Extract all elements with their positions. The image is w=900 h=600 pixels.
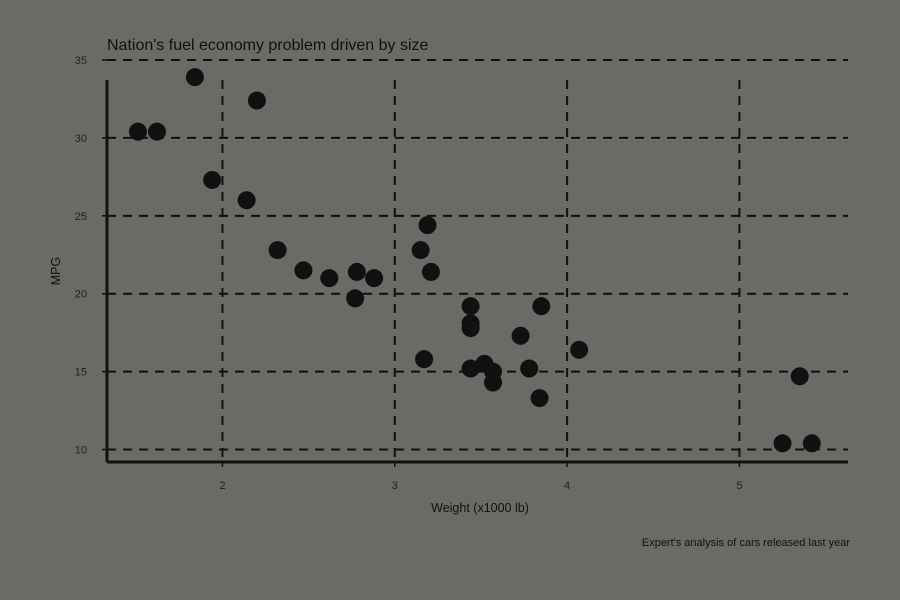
data-point [773, 434, 792, 453]
data-point [484, 373, 503, 392]
data-point [346, 289, 365, 308]
x-tick-label-3: 3 [392, 480, 398, 492]
y-tick-label-30: 30 [75, 133, 87, 145]
data-point [532, 297, 551, 316]
data-point [415, 350, 434, 369]
data-point [268, 241, 287, 260]
data-point [802, 434, 821, 453]
y-tick-label-20: 20 [75, 289, 87, 301]
data-point [418, 216, 437, 235]
data-point [461, 297, 480, 316]
data-point [530, 389, 549, 408]
tick-labels: 10 15 20 25 30 35 2 3 4 5 [75, 55, 743, 492]
grid-lines [107, 59, 848, 462]
data-point [411, 241, 430, 260]
data-point [294, 261, 313, 280]
data-point [185, 68, 204, 87]
data-points [129, 68, 821, 453]
data-point [461, 359, 480, 378]
x-tick-label-4: 4 [564, 480, 570, 492]
y-tick-label-10: 10 [75, 445, 87, 457]
data-point [461, 319, 480, 337]
y-tick-label-25: 25 [75, 211, 87, 223]
x-tick-label-5: 5 [736, 480, 742, 492]
data-point [129, 122, 148, 141]
axes [102, 59, 848, 467]
data-point [320, 269, 339, 288]
chart-title: Nation's fuel economy problem driven by … [107, 37, 429, 54]
data-point [365, 269, 384, 288]
data-point [247, 91, 266, 110]
data-point [520, 359, 539, 378]
chart-caption: Expert's analysis of cars released last … [641, 537, 850, 549]
data-point [237, 191, 256, 210]
data-point [511, 326, 530, 345]
y-tick-label-35: 35 [75, 55, 87, 67]
data-point [347, 262, 366, 281]
data-point [147, 122, 166, 141]
x-axis-label: Weight (x1000 lb) [431, 501, 529, 515]
x-tick-label-2: 2 [219, 480, 225, 492]
data-point [790, 367, 809, 386]
y-tick-label-15: 15 [75, 367, 87, 379]
data-point [203, 170, 222, 189]
data-point [421, 262, 440, 281]
data-point [570, 340, 589, 359]
